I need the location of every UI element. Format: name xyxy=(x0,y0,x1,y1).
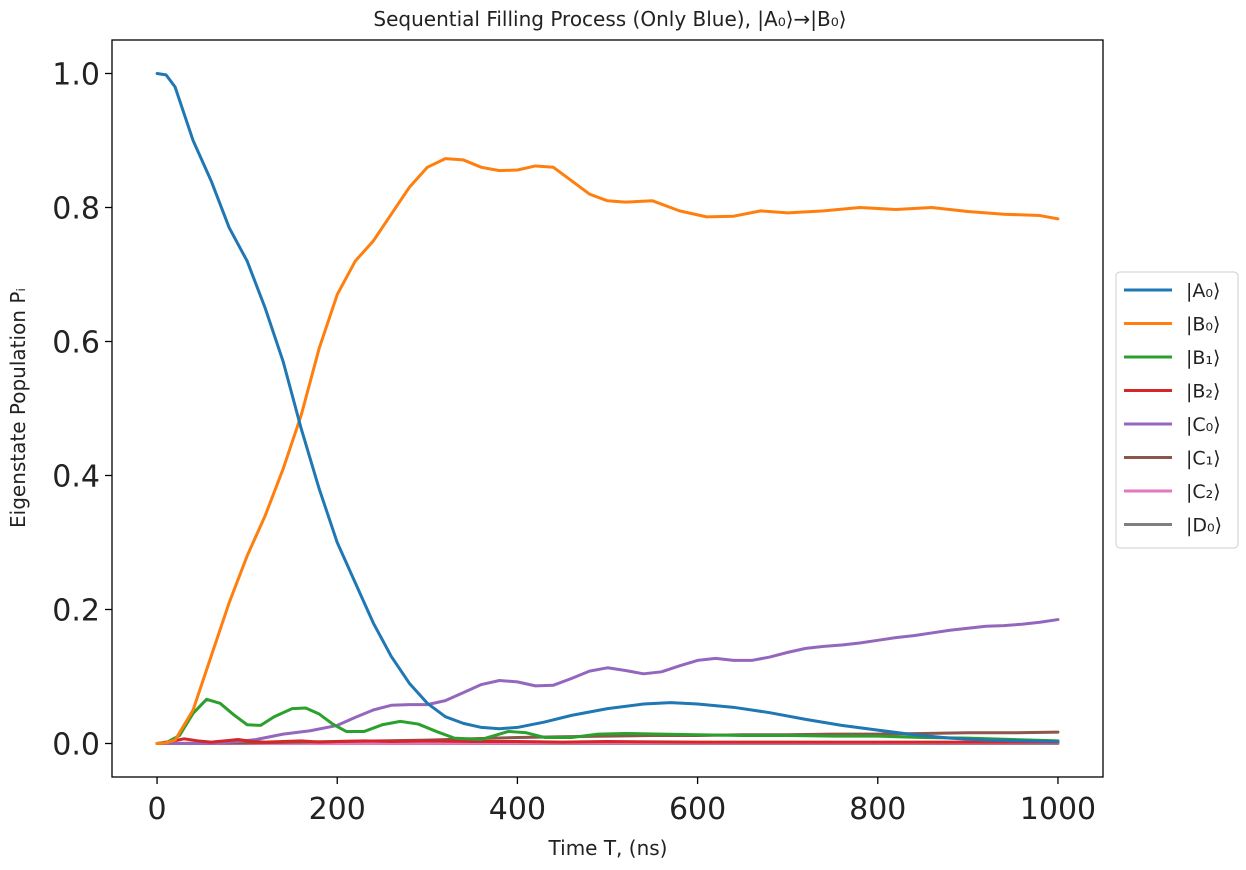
legend: |A₀⟩ |B₀⟩ |B₁⟩ |B₂⟩ |C₀⟩ |C₁⟩ |C₂⟩ |D₀⟩ xyxy=(1115,271,1239,549)
legend-label: |A₀⟩ xyxy=(1186,280,1220,302)
y-tick-label: 0.0 xyxy=(52,728,100,763)
series-line-0 xyxy=(155,72,1060,743)
x-tick-label: 600 xyxy=(669,792,726,827)
x-axis-label: Time T, (ns) xyxy=(548,836,668,860)
legend-label: |B₂⟩ xyxy=(1186,381,1220,403)
legend-label: |D₀⟩ xyxy=(1186,515,1222,537)
legend-label: |B₁⟩ xyxy=(1186,347,1220,369)
y-tick-label: 0.6 xyxy=(52,326,100,361)
x-tick-label: 1000 xyxy=(1020,792,1096,827)
x-tick-label: 0 xyxy=(147,792,166,827)
x-tick-label: 400 xyxy=(489,792,546,827)
plot-area xyxy=(111,39,1104,778)
series-line-3 xyxy=(155,737,1060,745)
x-axis: 0 200 400 600 800 1000 xyxy=(147,777,1096,827)
legend-label: |B₀⟩ xyxy=(1186,314,1220,336)
series-line-1 xyxy=(155,157,1060,745)
x-tick-label: 200 xyxy=(309,792,366,827)
series-line-2 xyxy=(155,697,1060,745)
legend-label: |C₀⟩ xyxy=(1186,414,1221,436)
series-line-4 xyxy=(155,618,1060,745)
y-tick-label: 1.0 xyxy=(52,58,100,93)
plot-frame xyxy=(111,39,1104,778)
series-layer xyxy=(155,72,1060,745)
legend-box xyxy=(1115,271,1239,549)
y-tick-label: 0.8 xyxy=(52,192,100,227)
y-axis-label: Eigenstate Population Pᵢ xyxy=(6,288,30,528)
y-tick-label: 0.4 xyxy=(52,460,100,495)
y-axis: 0.0 0.2 0.4 0.6 0.8 1.0 xyxy=(52,58,112,763)
x-tick-label: 800 xyxy=(849,792,906,827)
chart-title: Sequential Filling Process (Only Blue), … xyxy=(373,7,846,31)
legend-label: |C₁⟩ xyxy=(1186,448,1221,470)
y-tick-label: 0.2 xyxy=(52,594,100,629)
legend-label: |C₂⟩ xyxy=(1186,481,1221,503)
